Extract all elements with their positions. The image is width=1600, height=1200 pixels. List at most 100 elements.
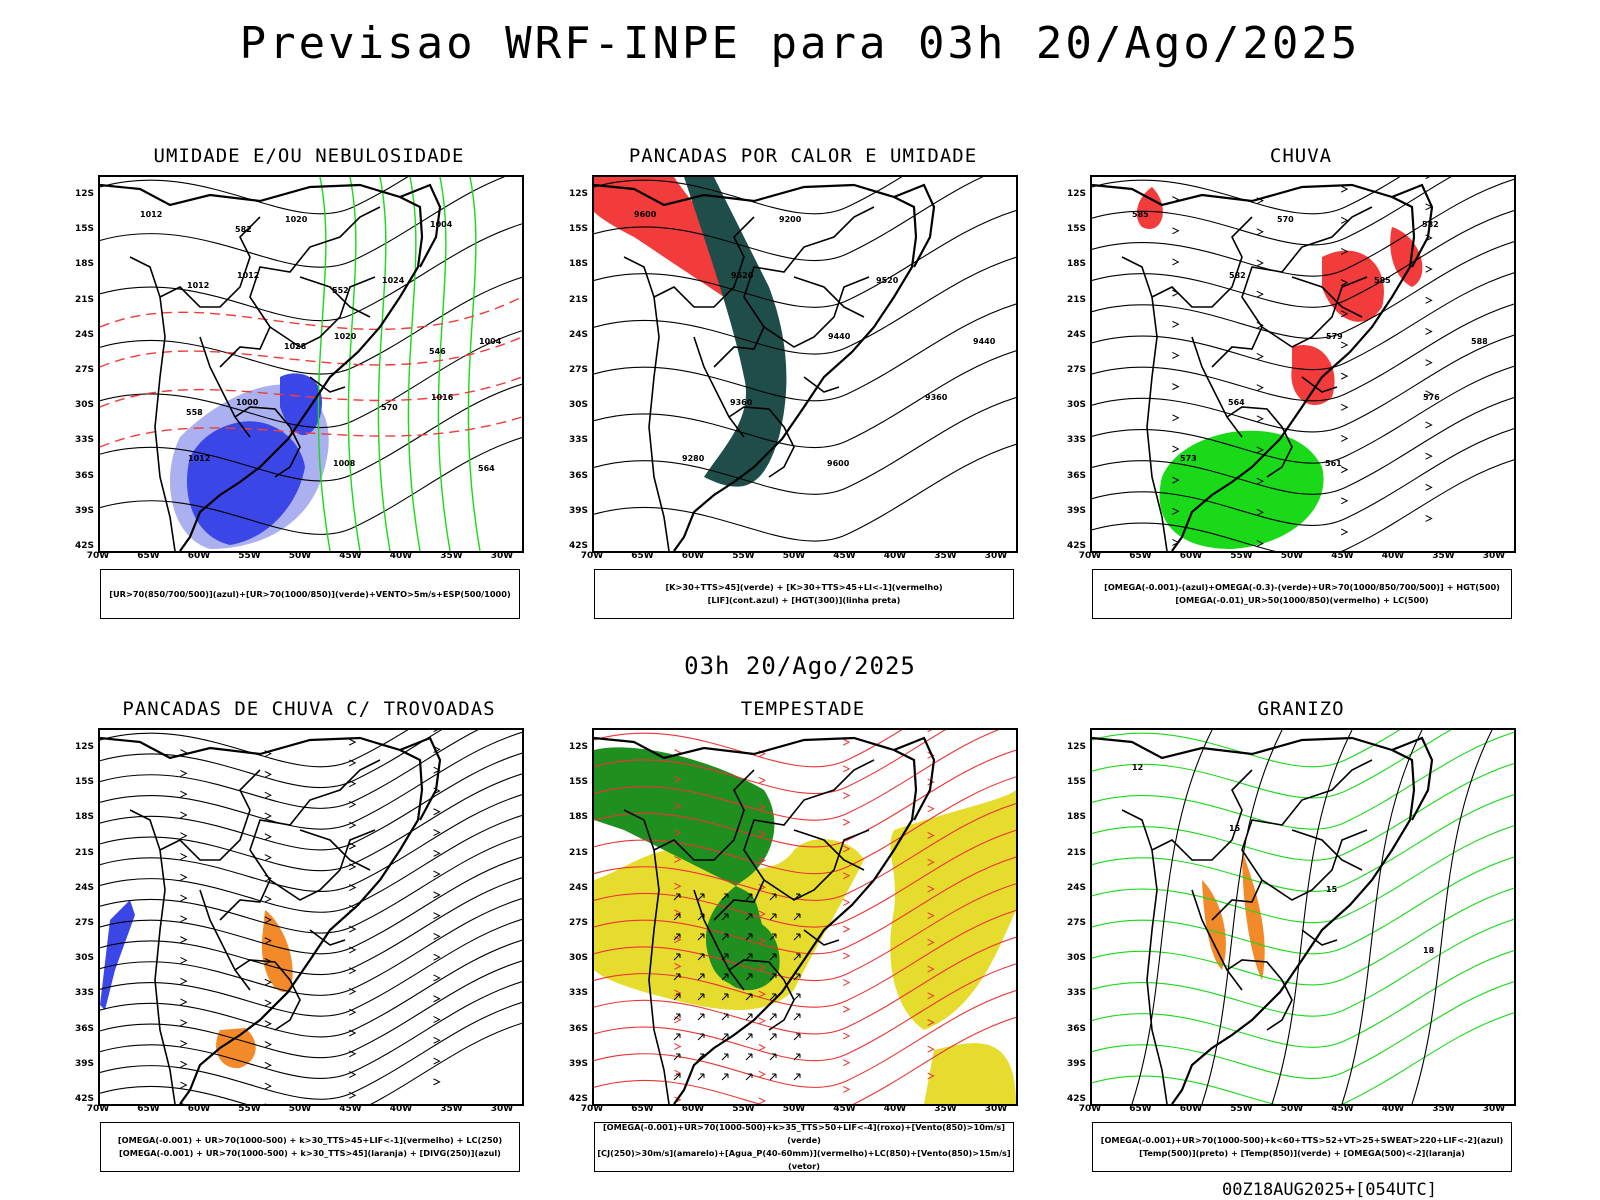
- map-canvas: 1012 1012 1020 1016 1012 1020 1024 1004 1000 1008…: [100, 177, 522, 551]
- map-canvas: [594, 730, 1016, 1104]
- streamline-arrow: [180, 1040, 188, 1047]
- wind-vector: [721, 1073, 729, 1081]
- longitude-label: 30W: [1482, 551, 1506, 561]
- main-title: Previsao WRF-INPE para 03h 20/Ago/2025: [239, 18, 1361, 69]
- longitude-label: 70W: [86, 551, 110, 561]
- panel-title: GRANIZO: [1257, 698, 1345, 720]
- shaded-region: [261, 910, 293, 992]
- state-border: [1211, 759, 1373, 921]
- longitude-label: 70W: [580, 551, 604, 561]
- contour-line: [100, 981, 522, 1080]
- contour-label: 9600: [634, 210, 657, 219]
- longitude-label: 30W: [984, 1104, 1008, 1114]
- latitude-label: 24S: [74, 329, 94, 340]
- wind-vector: [745, 1033, 753, 1041]
- latitude-label: 36S: [1066, 470, 1086, 481]
- streamline-arrow: [1425, 483, 1433, 491]
- streamline-arrow: [433, 1016, 441, 1023]
- streamline-arrow: [348, 967, 357, 975]
- streamline-arrow: [758, 990, 766, 998]
- contour-line: [1092, 730, 1401, 768]
- streamline-arrow: [348, 759, 357, 767]
- streamline-arrow: [433, 953, 441, 961]
- longitude-label: 35W: [1432, 551, 1455, 561]
- longitude-label: 50W: [782, 551, 806, 561]
- legend-box: [K>30+TTS>45](verde) + [K>30+TTS>45+LI<-…: [594, 569, 1014, 619]
- contour-line: [1092, 1012, 1514, 1104]
- longitude-label: 60W: [187, 551, 211, 561]
- legend-text: [OMEGA(-0.001) + UR>70(1000-500) + k>30_…: [119, 1148, 501, 1158]
- longitude-label: 65W: [631, 1104, 654, 1114]
- streamline-arrow: [674, 856, 682, 863]
- streamline-arrow: [348, 801, 357, 808]
- streamline-arrow: [1256, 353, 1264, 360]
- contour-line: [100, 1022, 522, 1104]
- streamline-arrow: [433, 829, 441, 836]
- latitude-label: 27S: [1066, 365, 1086, 375]
- wind-vector: [793, 1073, 801, 1081]
- contour-line: [100, 177, 506, 268]
- contour-line: [100, 730, 442, 789]
- streamline-arrow: [1256, 228, 1264, 236]
- latitude-label: 36S: [74, 1023, 94, 1034]
- streamline-arrow: [1425, 452, 1433, 460]
- shaded-region: [1390, 227, 1423, 287]
- streamline-arrow: [180, 1102, 184, 1104]
- streamline-arrow: [842, 765, 851, 773]
- contour-label: 9440: [973, 337, 996, 346]
- latitude-label: 42S: [568, 541, 588, 551]
- contour-label: 12: [1132, 763, 1143, 772]
- streamline-arrow: [180, 915, 188, 923]
- map-panel-6: GRANIZO 12 15 15 18 12S 15S 18S 21S 24S 27S 30S 33S 3…: [1050, 698, 1530, 1178]
- panel-title: CHUVA: [1269, 145, 1333, 167]
- wind-vector: [697, 933, 705, 941]
- wind-vector: [721, 893, 729, 901]
- wind-vector: [769, 913, 777, 921]
- contour-line: [1092, 949, 1514, 1048]
- state-border: [653, 769, 755, 861]
- streamline-arrow: [433, 808, 441, 816]
- contour-line: [594, 963, 1016, 1062]
- wind-vector: [721, 973, 729, 981]
- run-footer: 00Z18AUG2025+[054UTC]: [1222, 1180, 1437, 1200]
- contour-label: 570: [381, 403, 398, 412]
- longitude-label: 60W: [187, 1104, 211, 1114]
- wind-vector: [673, 973, 681, 981]
- map-frame: 12 15 15 18: [1090, 728, 1516, 1106]
- streamline-arrow: [674, 802, 682, 810]
- state-border: [1291, 829, 1363, 871]
- wind-vector: [721, 933, 729, 941]
- wind-vector: [745, 933, 753, 941]
- state-border: [653, 216, 755, 308]
- coastline: [399, 736, 442, 821]
- streamline-arrow: [842, 925, 851, 933]
- contour-line: [1092, 918, 1514, 1017]
- shaded-region: [1291, 345, 1335, 406]
- contour-line: [1092, 731, 1514, 830]
- streamline-arrow: [1340, 466, 1349, 474]
- contour-label: 9360: [925, 393, 948, 402]
- humidity-contour: [377, 177, 391, 551]
- streamline-arrow: [348, 1071, 357, 1079]
- wind-vector: [721, 1053, 729, 1061]
- streamline-arrow: [842, 1005, 851, 1013]
- streamline-arrow: [842, 792, 851, 799]
- wind-vector: [745, 893, 753, 901]
- streamline-arrow: [1256, 384, 1264, 392]
- contour-label: 558: [186, 408, 203, 417]
- longitude-label: 70W: [1078, 551, 1102, 561]
- streamline-arrow: [758, 1044, 766, 1051]
- temperature-contour: [1131, 730, 1213, 1104]
- state-border: [1261, 829, 1368, 901]
- streamline-arrow: [1172, 258, 1180, 266]
- longitude-label: 55W: [732, 551, 755, 561]
- streamline-arrow: [1256, 540, 1264, 547]
- state-border: [269, 276, 376, 348]
- contour-label: 1012: [140, 210, 162, 219]
- latitude-label: 21S: [568, 847, 588, 858]
- shaded-region: [924, 1043, 1016, 1104]
- panel-title: PANCADAS POR CALOR E UMIDADE: [628, 145, 978, 167]
- contour-line: [594, 730, 946, 795]
- contour-label: 1012: [187, 281, 209, 290]
- contour-label: 9360: [730, 398, 753, 407]
